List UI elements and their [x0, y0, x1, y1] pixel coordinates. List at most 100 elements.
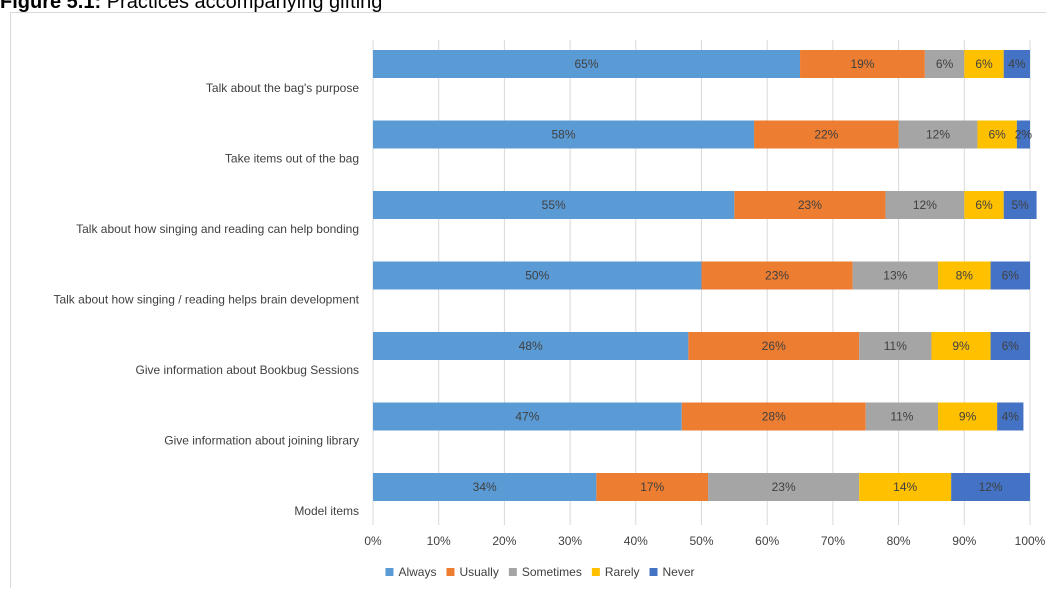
bar-segment-rarely [964, 191, 1004, 219]
data-label: 8% [956, 269, 974, 283]
bar-segment-rarely [931, 332, 991, 360]
bar-segment-usually [681, 402, 866, 431]
bar-segment-never [1003, 191, 1037, 219]
bar-segment-always [373, 261, 702, 290]
legend-item-sometimes: Sometimes [508, 565, 582, 579]
bar-segment-usually [734, 191, 886, 219]
data-label: 12% [979, 480, 1003, 494]
bar-segment-never [990, 261, 1030, 290]
bar-segment-sometimes [898, 120, 978, 149]
data-label: 6% [1002, 339, 1020, 353]
data-label: 11% [884, 339, 907, 353]
x-tick-label: 10% [427, 534, 451, 548]
data-label: 4% [1008, 57, 1026, 71]
legend-label: Always [398, 565, 436, 579]
data-label: 47% [515, 410, 539, 424]
data-label: 2% [1015, 128, 1033, 142]
bar-segment-usually [596, 473, 709, 501]
bar-row: 65% 19% 6% 6% 4% [373, 50, 1030, 78]
data-label: 50% [525, 269, 549, 283]
bar-row: 58% 22% 12% 6% 2% [373, 120, 1033, 149]
data-label: 5% [1011, 198, 1029, 212]
legend-item-always: Always [385, 565, 436, 579]
bar-segment-always [373, 332, 689, 360]
bar-segment-sometimes [865, 402, 939, 431]
data-label: 13% [883, 269, 907, 283]
bar-segment-rarely [859, 473, 952, 501]
data-label: 55% [542, 198, 566, 212]
x-tick-label: 100% [1015, 534, 1046, 548]
bar-segment-sometimes [885, 191, 965, 219]
figure-number: Figure 5.1: [0, 0, 102, 13]
legend-label: Rarely [605, 565, 640, 579]
legend-label: Sometimes [522, 565, 582, 579]
bar-segment-never [990, 332, 1030, 360]
data-label: 12% [913, 198, 937, 212]
category-label: Give information about joining library [164, 434, 359, 448]
x-tick-label: 30% [558, 534, 582, 548]
data-label: 23% [765, 269, 789, 283]
data-label: 34% [473, 480, 497, 494]
bar-segment-sometimes [708, 473, 860, 501]
legend-swatch [649, 568, 658, 576]
data-label: 26% [762, 339, 786, 353]
legend-label: Never [663, 565, 695, 579]
category-label: Talk about how singing and reading can h… [76, 222, 359, 236]
bar-segment-never [1003, 50, 1030, 78]
bar-segment-always [373, 402, 682, 431]
bar-segment-usually [754, 120, 899, 149]
x-tick-label: 20% [492, 534, 516, 548]
bar-segment-usually [800, 50, 925, 78]
chart-frame [10, 12, 1046, 588]
bars: 65% 19% 6% 6% 4% 58% 22% 12% 6% 2% 55% 23% 12% 6% 5% 50… [373, 50, 1037, 501]
bar-segment-never [951, 473, 1030, 501]
category-label: Talk about the bag's purpose [206, 81, 359, 95]
bar-segment-sometimes [924, 50, 965, 78]
bar-segment-never [1016, 120, 1030, 149]
x-tick-label: 50% [689, 534, 713, 548]
data-label: 22% [814, 128, 838, 142]
bar-segment-sometimes [859, 332, 932, 360]
x-tick-label: 80% [887, 534, 911, 548]
bar-segment-always [373, 120, 755, 149]
category-label: Model items [294, 504, 359, 518]
data-label: 9% [959, 410, 977, 424]
data-label: 23% [798, 198, 822, 212]
x-axis-ticks: 0% 10% 20% 30% 40% 50% 60% 70% 80% 90% 100% [364, 534, 1045, 548]
category-label: Take items out of the bag [225, 152, 359, 166]
legend-swatch [508, 568, 517, 576]
bar-segment-rarely [938, 402, 998, 431]
x-tick-label: 60% [755, 534, 779, 548]
data-label: 12% [926, 128, 950, 142]
x-tick-label: 90% [952, 534, 976, 548]
data-label: 58% [552, 128, 576, 142]
data-label: 6% [1002, 269, 1020, 283]
data-label: 4% [1002, 410, 1020, 424]
bar-segment-always [373, 191, 735, 219]
bar-row: 34% 17% 23% 14% 12% [373, 473, 1030, 501]
category-label: Talk about how singing / reading helps b… [53, 293, 359, 307]
bar-segment-usually [701, 261, 853, 290]
data-label: 65% [575, 57, 599, 71]
bar-row: 48% 26% 11% 9% 6% [373, 332, 1030, 360]
x-tick-label: 70% [821, 534, 845, 548]
figure-caption: Figure 5.1: Practices accompanying gifti… [0, 0, 382, 14]
data-label: 6% [988, 128, 1006, 142]
bar-row: 47% 28% 11% 9% 4% [373, 402, 1024, 431]
bar-segment-always [373, 50, 801, 78]
legend-swatch [385, 568, 394, 576]
data-label: 11% [890, 410, 913, 424]
legend: Always Usually Sometimes Rarely Never [385, 565, 695, 579]
category-label: Give information about Bookbug Sessions [136, 363, 359, 377]
bar-segment-always [373, 473, 597, 501]
bar-segment-usually [688, 332, 860, 360]
bar-segment-sometimes [852, 261, 939, 290]
data-label: 48% [519, 339, 543, 353]
x-tick-label: 0% [364, 534, 382, 548]
bar-row: 50% 23% 13% 8% 6% [373, 261, 1030, 290]
legend-label: Usually [459, 565, 498, 579]
data-label: 14% [893, 480, 917, 494]
data-label: 28% [762, 410, 786, 424]
data-label: 17% [640, 480, 664, 494]
